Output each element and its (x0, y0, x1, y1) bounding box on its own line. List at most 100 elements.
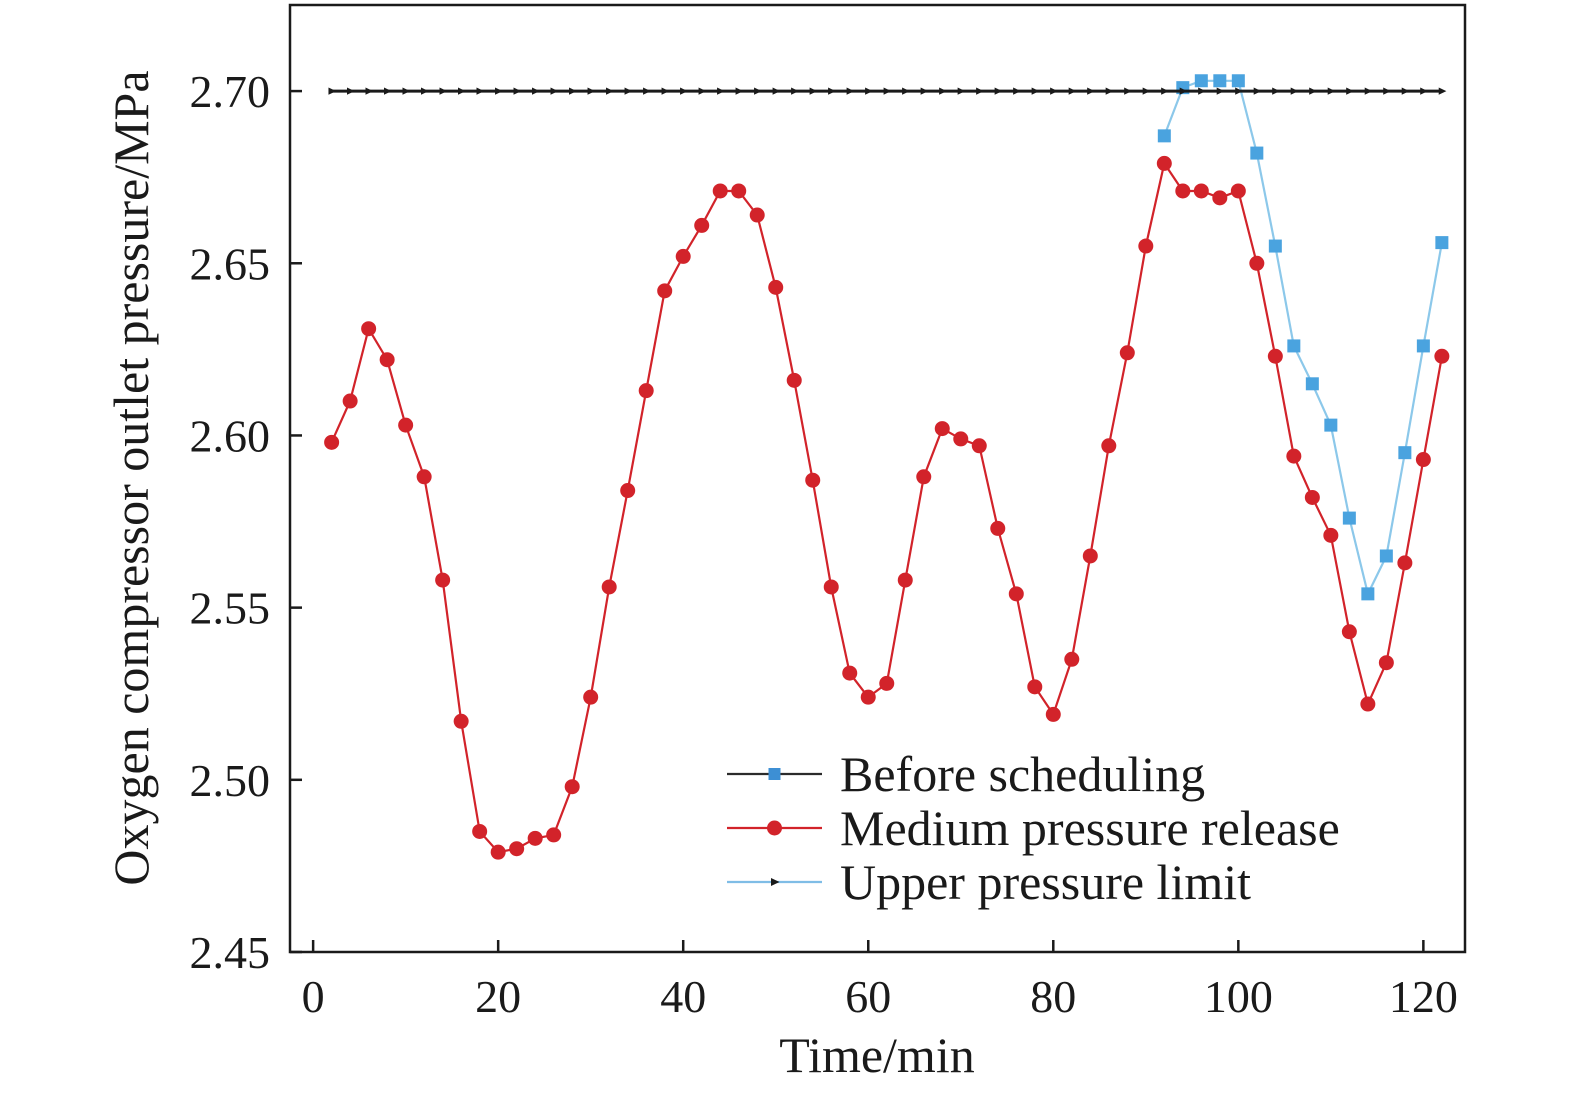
data-point (1290, 87, 1299, 95)
data-point (990, 520, 1006, 536)
data-point (1138, 238, 1154, 254)
y-tick-label: 2.55 (190, 583, 271, 634)
data-point (402, 87, 411, 95)
data-point (1161, 87, 1169, 95)
data-point (342, 393, 358, 409)
data-point (509, 841, 525, 857)
data-point (1249, 255, 1265, 271)
data-point (1253, 87, 1262, 95)
series-before-scheduling (1157, 74, 1449, 601)
data-point (1378, 655, 1394, 671)
data-point (1398, 446, 1412, 460)
data-point (1156, 155, 1172, 171)
data-point (435, 572, 451, 588)
data-point (564, 779, 580, 795)
data-point (346, 87, 355, 95)
series-line (1163, 79, 1443, 598)
data-point (1194, 74, 1208, 88)
data-point (1267, 348, 1283, 364)
data-point (897, 572, 913, 588)
data-point (1305, 377, 1319, 391)
data-point (994, 87, 1003, 95)
legend-entry: Upper pressure limit (727, 854, 1251, 910)
data-point (1068, 87, 1077, 95)
data-point (916, 469, 932, 485)
data-point (879, 675, 895, 691)
legend-marker (767, 820, 782, 836)
data-point (383, 87, 392, 95)
data-point (1213, 74, 1227, 88)
data-point (1420, 87, 1428, 95)
legend-marker (768, 768, 781, 780)
data-point (1142, 87, 1151, 95)
data-point (1304, 489, 1320, 505)
y-tick-label: 2.50 (190, 755, 271, 806)
y-tick-label: 2.65 (190, 238, 271, 289)
data-point (620, 483, 636, 499)
x-axis-title: Time/min (779, 1027, 974, 1083)
data-point (583, 689, 599, 705)
data-point (786, 372, 802, 388)
data-point (846, 87, 855, 95)
data-point (1401, 87, 1410, 95)
data-point (1157, 129, 1171, 143)
data-point (624, 87, 633, 95)
data-point (1341, 624, 1357, 640)
data-point (453, 713, 469, 729)
data-point (657, 283, 673, 299)
data-point (416, 469, 432, 485)
data-point (791, 87, 799, 95)
data-point (675, 248, 691, 264)
data-point (1175, 183, 1191, 199)
data-point (953, 431, 969, 447)
data-point (569, 87, 577, 95)
data-point (324, 434, 340, 450)
data-point (532, 87, 540, 95)
data-point (1008, 586, 1024, 602)
data-point (527, 830, 543, 846)
data-point (1397, 555, 1413, 571)
data-point (1082, 548, 1098, 564)
y-axis: 2.45 2.50 2.55 2.60 2.65 2.70 (190, 66, 302, 978)
data-point (1101, 438, 1117, 454)
data-point (731, 183, 747, 199)
data-point (458, 87, 466, 95)
data-point (1268, 239, 1282, 253)
data-point (1309, 87, 1317, 95)
data-point (1216, 87, 1225, 95)
y-tick-label: 2.70 (190, 66, 271, 117)
data-point (1342, 511, 1356, 525)
data-point (1105, 87, 1114, 95)
plot-frame (288, 3, 1467, 954)
data-point (772, 87, 781, 95)
data-point (490, 844, 506, 860)
data-point (1434, 348, 1450, 364)
data-point (842, 665, 858, 681)
data-point (1346, 87, 1354, 95)
data-point (472, 823, 488, 839)
data-point (680, 87, 688, 95)
y-tick-label: 2.60 (190, 410, 271, 461)
data-point (1087, 87, 1095, 95)
data-point (546, 827, 562, 843)
data-point (828, 87, 836, 95)
data-point (1193, 183, 1209, 199)
data-point (976, 87, 984, 95)
data-point (1031, 87, 1040, 95)
data-point (1198, 87, 1206, 95)
y-axis-title: Oxygen compressor outlet pressure/MPa (103, 70, 159, 885)
data-point (957, 87, 966, 95)
data-point (476, 87, 485, 95)
data-point (1064, 651, 1080, 667)
data-point (1013, 87, 1021, 95)
data-point (1287, 339, 1301, 353)
data-point (495, 87, 503, 95)
data-point (754, 87, 762, 95)
legend-entry: Before scheduling (727, 746, 1205, 802)
series-layer (324, 74, 1450, 860)
x-tick-label: 20 (475, 971, 521, 1022)
data-point (1415, 452, 1431, 468)
data-point (1250, 146, 1264, 160)
